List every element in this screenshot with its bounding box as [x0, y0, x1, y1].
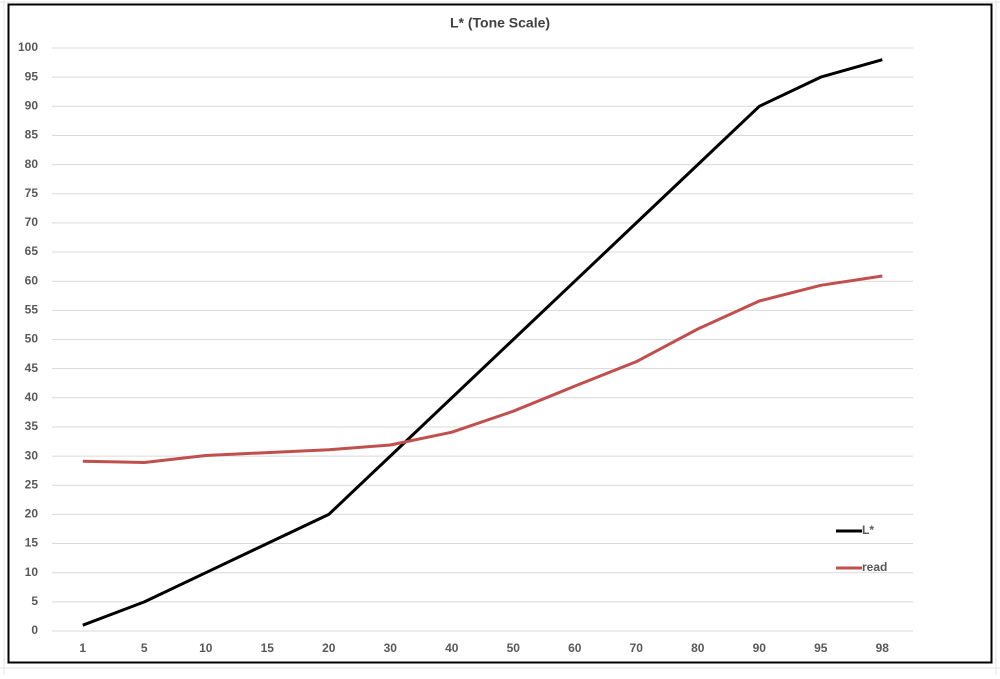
y-tick-label: 20	[25, 507, 39, 521]
x-tick-label: 60	[568, 641, 582, 655]
x-tick-label: 98	[876, 641, 890, 655]
y-tick-label: 40	[25, 390, 39, 404]
y-tick-label: 65	[25, 244, 39, 258]
y-tick-label: 35	[25, 419, 39, 433]
x-tick-label: 30	[384, 641, 398, 655]
y-tick-label: 10	[25, 565, 39, 579]
y-tick-label: 70	[25, 215, 39, 229]
y-tick-label: 85	[25, 128, 39, 142]
chart-title: L* (Tone Scale)	[450, 15, 550, 31]
x-tick-label: 10	[199, 641, 213, 655]
legend-label: L*	[862, 523, 874, 537]
chart-frame	[7, 3, 993, 664]
line-series	[82, 274, 883, 464]
x-tick-label: 5	[141, 641, 148, 655]
y-tick-label: 0	[31, 623, 38, 637]
y-tick-label: 100	[18, 40, 38, 54]
line-series	[82, 58, 883, 627]
y-tick-label: 5	[31, 594, 38, 608]
x-tick-label: 95	[814, 641, 828, 655]
x-tick-label: 50	[507, 641, 521, 655]
x-tick-label: 15	[261, 641, 275, 655]
x-tick-label: 70	[630, 641, 644, 655]
y-tick-label: 60	[25, 273, 39, 287]
y-tick-label: 95	[25, 69, 39, 83]
x-tick-label: 1	[79, 641, 86, 655]
y-tick-label: 25	[25, 477, 39, 491]
y-tick-label: 45	[25, 361, 39, 375]
x-tick-label: 90	[753, 641, 767, 655]
x-tick-label: 80	[691, 641, 705, 655]
y-tick-label: 50	[25, 332, 39, 346]
y-tick-label: 55	[25, 303, 39, 317]
x-tick-label: 40	[445, 641, 459, 655]
y-tick-label: 80	[25, 157, 39, 171]
y-tick-label: 75	[25, 186, 39, 200]
y-tick-label: 15	[25, 536, 39, 550]
x-tick-label: 20	[322, 641, 336, 655]
y-tick-label: 90	[25, 98, 39, 112]
y-tick-label: 30	[25, 448, 39, 462]
legend-label: read	[862, 560, 887, 574]
